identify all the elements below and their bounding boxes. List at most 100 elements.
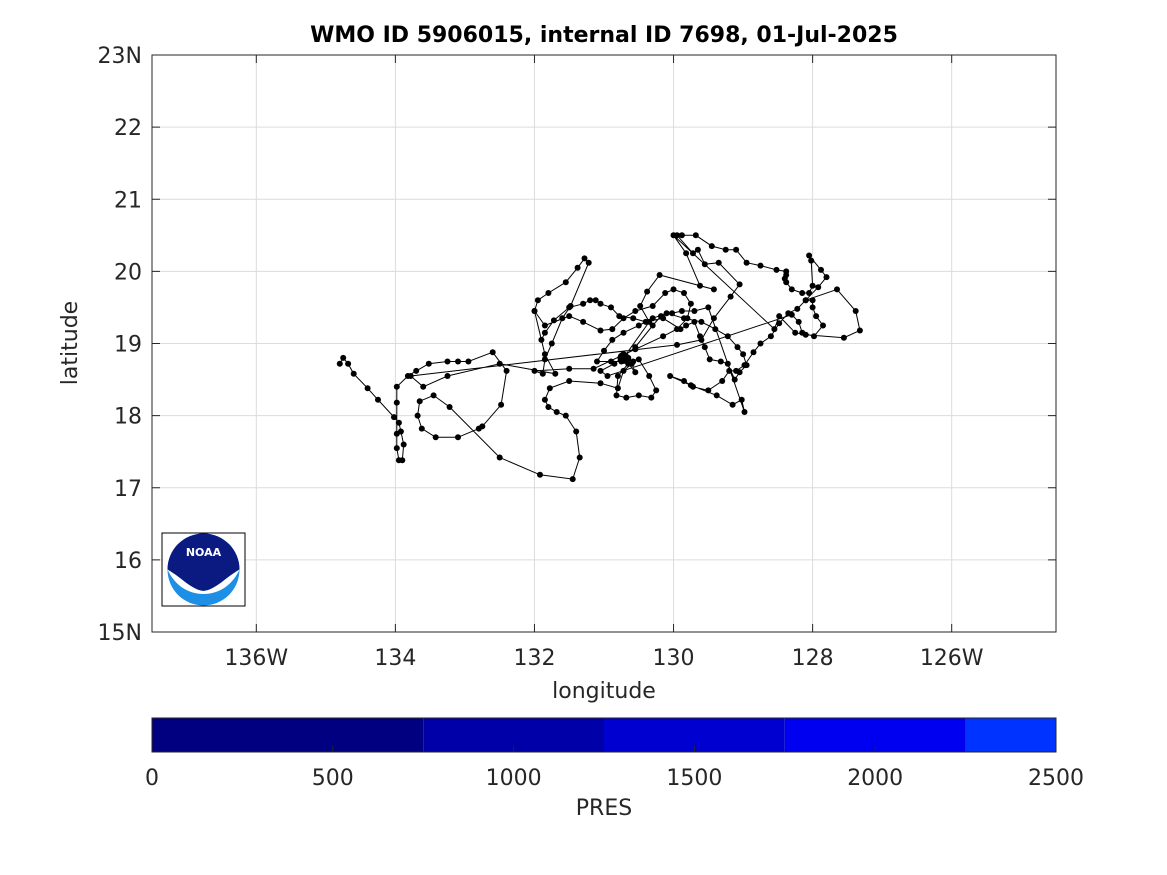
track-point	[407, 373, 414, 379]
track-point	[576, 454, 583, 461]
track-point	[585, 259, 592, 266]
colorbar-ticks: 0 500 1000 1500 2000 2500	[145, 746, 1084, 791]
track-point	[635, 322, 642, 329]
track-point	[692, 232, 699, 239]
track-point	[809, 282, 816, 289]
track-point	[465, 358, 472, 365]
track-point	[678, 232, 685, 239]
track-point	[425, 360, 432, 367]
track-point	[811, 333, 817, 340]
track-point	[608, 304, 614, 311]
y-axis-ticks: 15N 16 17 18 19 20 21 22 23N	[98, 44, 1056, 646]
track-point	[340, 354, 347, 361]
track-point	[663, 310, 670, 317]
track-point	[395, 419, 402, 426]
track-point	[430, 392, 437, 399]
track-point	[620, 329, 627, 336]
track-point	[683, 250, 690, 257]
track-point	[681, 290, 687, 296]
chart-title: WMO ID 5906015, internal ID 7698, 01-Jul…	[310, 23, 898, 48]
track-point	[391, 414, 397, 421]
x-tick-label: 134	[374, 646, 416, 671]
track-point	[684, 315, 691, 322]
svg-text:NOAA: NOAA	[186, 546, 222, 559]
track-point	[432, 434, 439, 441]
track-point	[444, 373, 451, 379]
track-point	[364, 385, 371, 392]
y-tick-label: 20	[114, 260, 142, 285]
track-point	[531, 308, 538, 314]
track-point	[546, 385, 553, 392]
track-point	[587, 297, 594, 304]
track-point	[710, 315, 717, 322]
track-point	[653, 387, 660, 394]
track-point	[669, 310, 676, 317]
track-point	[414, 412, 421, 419]
track-point	[539, 370, 546, 377]
track-point	[750, 349, 757, 356]
track-point	[706, 356, 713, 363]
track-point	[757, 262, 764, 269]
track-point	[550, 317, 557, 324]
track-point	[712, 326, 719, 333]
track-point	[681, 378, 687, 384]
track-point	[635, 392, 642, 399]
track-point	[691, 318, 698, 325]
colorbar-band	[152, 718, 424, 752]
track-point	[808, 257, 815, 264]
track-point	[620, 367, 627, 374]
track-point	[393, 399, 400, 406]
colorbar-tick-label: 1500	[666, 766, 722, 791]
track-point	[537, 471, 543, 478]
track-point	[840, 334, 847, 341]
track-point	[630, 358, 637, 365]
track-point	[632, 308, 639, 314]
track-point	[794, 305, 801, 312]
y-tick-label: 22	[114, 116, 142, 141]
track-point	[613, 392, 620, 399]
grid-lines	[152, 54, 1056, 633]
colorbar-tick-label: 2000	[847, 766, 903, 791]
track-point	[446, 404, 453, 410]
track-point	[698, 336, 705, 343]
track-point	[705, 304, 712, 311]
track-point	[683, 322, 690, 329]
track-point	[691, 308, 698, 314]
track-point	[496, 454, 503, 461]
colorbar-label: PRES	[576, 796, 632, 821]
track-point	[809, 304, 816, 311]
track-point	[637, 303, 644, 309]
track-point	[820, 322, 826, 329]
track-point	[590, 365, 597, 372]
track-point	[553, 409, 560, 415]
track-point	[802, 297, 809, 304]
track-point	[567, 303, 574, 309]
track-point	[741, 362, 748, 369]
track-point	[818, 266, 824, 273]
track-point	[856, 327, 863, 334]
track-point	[538, 336, 545, 343]
track-point	[581, 255, 588, 262]
track-point	[776, 320, 783, 327]
y-tick-label: 18	[114, 405, 142, 430]
track-point	[562, 279, 569, 286]
track-point	[715, 259, 722, 266]
colorbar-tick-label: 2500	[1028, 766, 1084, 791]
y-tick-label: 17	[114, 477, 142, 502]
track-point	[799, 290, 806, 296]
track-point	[573, 428, 580, 435]
track-point	[592, 297, 599, 304]
track-point	[741, 409, 748, 415]
track-point	[400, 441, 407, 448]
track-point	[701, 261, 708, 268]
track-point	[656, 272, 663, 278]
track-point	[597, 327, 604, 334]
y-tick-label: 23N	[98, 44, 142, 69]
track-point	[614, 373, 621, 379]
track-point	[788, 311, 795, 318]
track-point	[698, 318, 705, 325]
track-point	[601, 347, 607, 354]
track-point	[670, 286, 677, 293]
track-point	[806, 290, 813, 296]
track-point	[713, 392, 720, 399]
